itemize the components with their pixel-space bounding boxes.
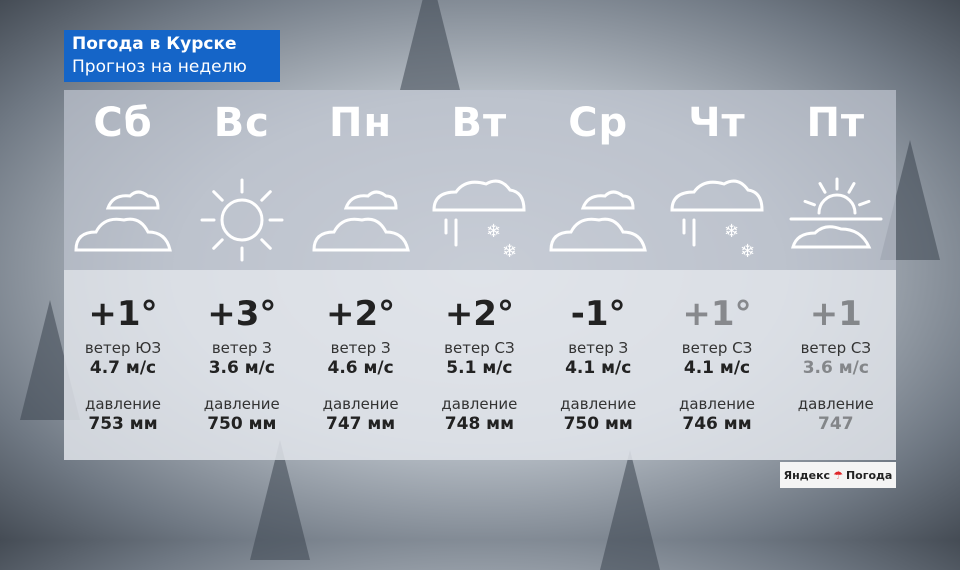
cloud-icon [539, 160, 657, 280]
wind-direction: З [618, 339, 629, 357]
svg-text:❄: ❄ [502, 241, 517, 262]
day-column-3: Вт ❄ ❄ +2° ветер СЗ 5.1 м/с давление 748 … [420, 90, 538, 460]
wind-direction: ЮЗ [135, 339, 162, 357]
pressure-label: давление [441, 395, 518, 413]
pressure-value: 750 мм [563, 414, 633, 434]
cloud-icon [64, 160, 182, 280]
logo-left: Яндекс [783, 468, 831, 482]
wind-direction: З [262, 339, 272, 357]
temperature: +3° [207, 294, 277, 334]
day-column-2: Пн +2° ветер З 4.6 м/с давление 747 мм [302, 90, 420, 460]
wind-speed: 4.1 м/с [683, 358, 751, 378]
wind-label: ветер [444, 339, 490, 357]
wind-direction: З [380, 339, 391, 357]
day-column-1: Вс +3° ветер З 3.6 м/с давление 750 мм [183, 90, 301, 460]
cloud-rain-snow-icon: ❄ ❄ [420, 160, 538, 280]
pressure-value: 748 мм [444, 414, 514, 434]
temperature: +1° [88, 294, 158, 334]
temperature: +1 [809, 294, 862, 334]
pressure-label: давление [560, 395, 637, 413]
day-name: Ср [568, 100, 629, 146]
cloud-rain-snow-icon: ❄ ❄ [658, 160, 776, 280]
wind-speed: 3.6 м/с [802, 358, 869, 378]
day-name: Вт [451, 100, 508, 146]
wind-label: ветер [568, 339, 614, 357]
day-column-6: Пт +1 ветер СЗ 3.6 м/с давление 747 [777, 90, 895, 460]
pressure-value: 747 мм [325, 414, 396, 434]
wind-label: ветер [211, 339, 258, 357]
svg-text:❄: ❄ [724, 221, 739, 242]
day-name: Пт [806, 100, 866, 146]
day-name: Сб [93, 100, 153, 146]
page-subtitle: Прогноз на неделю [72, 57, 247, 77]
wind-label: ветер [681, 339, 728, 357]
pressure-label: давление [678, 395, 755, 413]
wind-speed: 3.6 м/с [208, 358, 275, 378]
wind-direction: СЗ [732, 339, 753, 357]
yandex-weather-logo: Яндекс ☂ Погода [780, 462, 896, 488]
day-name: Пн [329, 100, 393, 146]
day-name: Чт [688, 100, 746, 146]
wind-direction: СЗ [494, 339, 515, 357]
title-box: Погода в Курске Прогноз на неделю [64, 30, 280, 82]
temperature: -1° [570, 294, 626, 334]
sun-behind-cloud-icon [777, 160, 895, 280]
svg-text:❄: ❄ [740, 241, 755, 262]
temperature: +1° [682, 294, 752, 334]
pressure-value: 753 мм [88, 414, 158, 434]
pressure-value: 746 мм [682, 414, 752, 434]
wind-speed: 5.1 м/с [446, 358, 513, 378]
wind-label: ветер [84, 339, 131, 357]
wind-label: ветер [330, 339, 377, 357]
page-title: Погода в Курске [72, 34, 237, 54]
day-name: Вс [213, 100, 270, 146]
temperature: +2° [444, 294, 514, 334]
wind-speed: 4.1 м/с [565, 358, 632, 378]
pressure-label: давление [203, 395, 280, 413]
wind-speed: 4.7 м/с [89, 358, 157, 378]
sun-icon [183, 160, 301, 280]
wind-speed: 4.6 м/с [327, 358, 394, 378]
pressure-label: давление [322, 395, 399, 413]
day-column-4: Ср -1° ветер З 4.1 м/с давление 750 мм [539, 90, 657, 460]
cloud-icon [302, 160, 420, 280]
svg-text:❄: ❄ [486, 221, 501, 242]
temperature: +2° [326, 294, 396, 334]
wind-direction: СЗ [850, 339, 872, 357]
pressure-label: давление [797, 395, 874, 413]
forecast-bottom-panel [64, 270, 896, 460]
logo-right: Погода [845, 468, 893, 482]
day-column-0: Сб +1° ветер ЮЗ 4.7 м/с давление 753 мм [64, 90, 182, 460]
wind-label: ветер [800, 339, 847, 357]
umbrella-icon: ☂ [833, 468, 843, 482]
day-column-5: Чт ❄ ❄ +1° ветер СЗ 4.1 м/с давление 746 … [658, 90, 776, 460]
pressure-value: 750 мм [207, 414, 277, 434]
pressure-label: давление [84, 395, 161, 413]
forecast-top-panel [64, 90, 896, 270]
pressure-value: 747 [818, 414, 854, 434]
